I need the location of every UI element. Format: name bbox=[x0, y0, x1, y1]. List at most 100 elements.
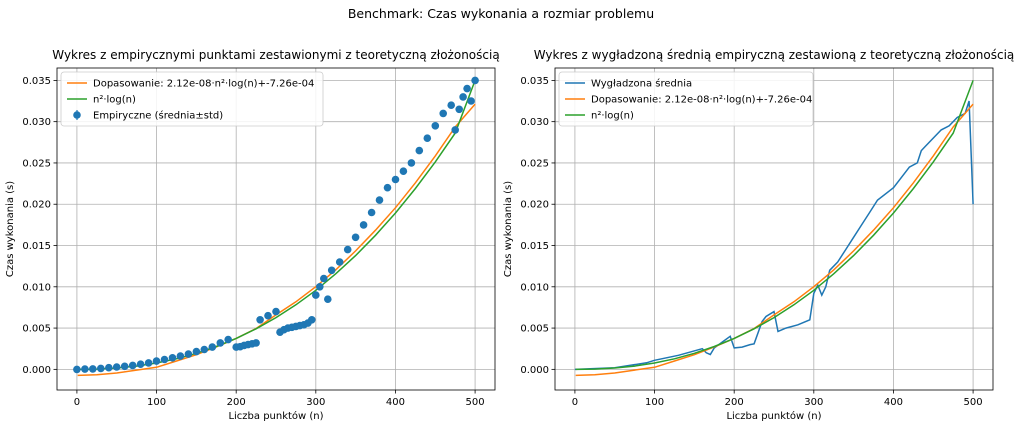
legend-label: n²·log(n) bbox=[591, 111, 634, 122]
plot-area bbox=[73, 76, 479, 377]
legend: Wygładzona średnia Dopasowanie: 2.12e-08·… bbox=[558, 71, 814, 127]
x-tick-label: 300 bbox=[804, 397, 823, 408]
x-axis-label: Liczba punktów (n) bbox=[228, 410, 323, 422]
data-point bbox=[335, 258, 344, 266]
data-point bbox=[224, 335, 232, 344]
data-point bbox=[423, 134, 432, 142]
data-point bbox=[252, 339, 260, 347]
data-point bbox=[73, 365, 81, 374]
data-point bbox=[327, 266, 336, 275]
x-tick-label: 200 bbox=[227, 397, 246, 408]
y-tick-label: 0.015 bbox=[22, 241, 51, 252]
data-point bbox=[192, 347, 201, 356]
legend-label: Dopasowanie: 2.12e-08·n²·log(n)+-7.26e-0… bbox=[93, 79, 314, 90]
series-line-3 bbox=[575, 80, 974, 371]
legend-marker-swatch bbox=[73, 111, 81, 119]
x-tick-label: 500 bbox=[466, 397, 485, 408]
data-point bbox=[120, 362, 129, 371]
y-tick-label: 0.010 bbox=[22, 282, 51, 293]
chart-panel-1: 0 100 200 300 400 500 0.000 0.005 0.010 0.015 0.02… bbox=[5, 48, 500, 422]
data-point bbox=[316, 283, 324, 291]
data-point bbox=[97, 364, 105, 373]
data-point bbox=[467, 97, 475, 105]
x-axis-label: Liczba punktów (n) bbox=[726, 410, 821, 422]
data-point bbox=[184, 350, 193, 358]
data-point bbox=[256, 316, 264, 324]
series-line-1 bbox=[77, 103, 476, 377]
data-point bbox=[455, 105, 464, 114]
legend-label: Empiryczne (średnia±std) bbox=[93, 110, 223, 122]
data-point bbox=[216, 339, 225, 347]
data-point bbox=[320, 274, 328, 283]
data-point bbox=[208, 343, 217, 351]
y-tick-label: 0.025 bbox=[520, 158, 549, 169]
x-tick-label: 400 bbox=[386, 397, 405, 408]
y-tick-label: 0.020 bbox=[22, 200, 51, 211]
chart-title: Wykres z empirycznymi punktami zestawion… bbox=[52, 48, 499, 62]
data-point bbox=[459, 93, 467, 101]
data-point bbox=[431, 122, 440, 130]
data-point bbox=[383, 183, 392, 192]
data-point bbox=[463, 84, 471, 93]
legend: Dopasowanie: 2.12e-08·n²·log(n)+-7.26e-0… bbox=[60, 71, 324, 127]
series-line-2 bbox=[575, 103, 974, 377]
data-point bbox=[264, 311, 272, 320]
x-tick-label: 0 bbox=[572, 397, 578, 408]
data-point bbox=[112, 363, 121, 371]
series-line-1 bbox=[574, 100, 974, 371]
x-tick-label: 0 bbox=[74, 397, 80, 408]
x-tick-label: 400 bbox=[884, 397, 903, 408]
data-point bbox=[439, 109, 448, 118]
data-point bbox=[312, 291, 320, 299]
data-point bbox=[375, 196, 384, 204]
y-axis-label: Czas wykonania (s) bbox=[5, 181, 16, 277]
data-point bbox=[471, 76, 479, 85]
data-point bbox=[308, 316, 316, 324]
legend-label: n²·log(n) bbox=[93, 95, 136, 106]
y-tick-label: 0.005 bbox=[22, 324, 51, 335]
y-tick-label: 0.030 bbox=[22, 117, 51, 128]
y-tick-label: 0.025 bbox=[22, 158, 51, 169]
data-point bbox=[176, 352, 185, 360]
axes-frame bbox=[56, 67, 496, 391]
y-tick-label: 0.015 bbox=[520, 241, 549, 252]
data-point bbox=[391, 175, 400, 184]
data-point bbox=[399, 167, 408, 175]
data-point bbox=[200, 345, 209, 354]
data-point bbox=[451, 126, 460, 134]
data-point bbox=[152, 357, 161, 365]
x-tick-label: 100 bbox=[147, 397, 166, 408]
data-point bbox=[136, 360, 145, 369]
legend-label: Dopasowanie: 2.12e-08·n²·log(n)+-7.26e-0… bbox=[591, 95, 812, 106]
data-point bbox=[324, 295, 332, 304]
chart-title: Wykres z wygładzoną średnią empiryczną z… bbox=[534, 48, 1015, 62]
y-tick-label: 0.030 bbox=[520, 117, 549, 128]
legend-box bbox=[558, 71, 814, 127]
x-tick-label: 500 bbox=[964, 397, 983, 408]
x-tick-label: 200 bbox=[725, 397, 744, 408]
data-point bbox=[160, 355, 169, 364]
data-point bbox=[343, 245, 352, 254]
x-tick-label: 300 bbox=[306, 397, 325, 408]
y-axis-label: Czas wykonania (s) bbox=[503, 181, 514, 277]
data-point bbox=[407, 159, 416, 167]
data-point bbox=[367, 208, 376, 217]
legend-box bbox=[60, 71, 324, 127]
data-point bbox=[415, 146, 424, 155]
y-tick-label: 0.020 bbox=[520, 200, 549, 211]
data-point bbox=[144, 359, 153, 367]
data-point bbox=[447, 101, 456, 109]
data-point bbox=[359, 221, 368, 229]
data-point bbox=[128, 361, 137, 370]
figure-suptitle: Benchmark: Czas wykonania a rozmiar prob… bbox=[348, 6, 654, 21]
chart-panel-2: 0 100 200 300 400 500 0.000 0.005 0.010 0.015 0.02… bbox=[503, 48, 1014, 422]
data-point bbox=[351, 233, 360, 242]
y-tick-label: 0.035 bbox=[520, 76, 549, 87]
data-point bbox=[105, 363, 113, 372]
y-tick-label: 0.000 bbox=[520, 365, 549, 376]
y-tick-label: 0.005 bbox=[520, 324, 549, 335]
data-point bbox=[89, 365, 97, 373]
legend-label: Wygładzona średnia bbox=[591, 78, 692, 90]
axes-frame bbox=[554, 67, 994, 391]
